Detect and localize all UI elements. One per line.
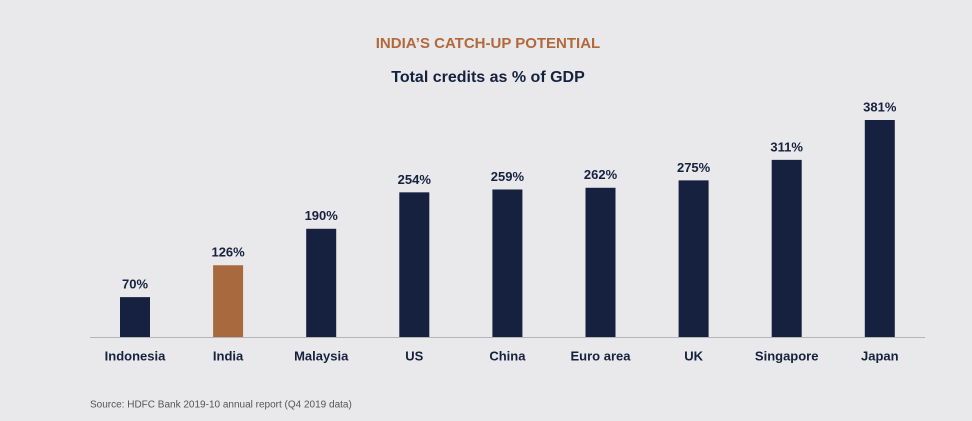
- value-label: 381%: [863, 99, 897, 114]
- value-label: 259%: [491, 169, 525, 184]
- x-tick-label: Indonesia: [105, 348, 166, 363]
- chart-subtitle: Total credits as % of GDP: [391, 69, 585, 86]
- x-tick-label: Malaysia: [294, 348, 349, 363]
- chart-title: INDIA’S CATCH-UP POTENTIAL: [376, 35, 600, 52]
- bar: [399, 192, 430, 337]
- x-tick-label: China: [489, 348, 526, 363]
- bar: [213, 265, 244, 337]
- x-tick-label: India: [213, 348, 244, 363]
- bar: [771, 159, 802, 337]
- x-tick-label: US: [405, 348, 423, 363]
- value-label: 275%: [677, 160, 711, 175]
- bar: [585, 187, 616, 337]
- x-tick-label: UK: [684, 348, 703, 363]
- source-note: Source: HDFC Bank 2019-10 annual report …: [90, 400, 352, 411]
- value-label: 262%: [584, 167, 618, 182]
- value-label: 311%: [770, 139, 803, 154]
- bar: [306, 228, 337, 337]
- value-label: 70%: [122, 277, 148, 292]
- value-label: 254%: [398, 172, 432, 187]
- value-label: 190%: [305, 208, 339, 223]
- bar: [120, 297, 150, 337]
- x-tick-label: Japan: [861, 348, 899, 363]
- value-label: 126%: [211, 245, 245, 260]
- bar: [864, 120, 895, 337]
- bar: [492, 189, 523, 337]
- x-tick-label: Euro area: [571, 348, 632, 363]
- x-tick-label: Singapore: [755, 348, 819, 363]
- bar: [678, 180, 709, 337]
